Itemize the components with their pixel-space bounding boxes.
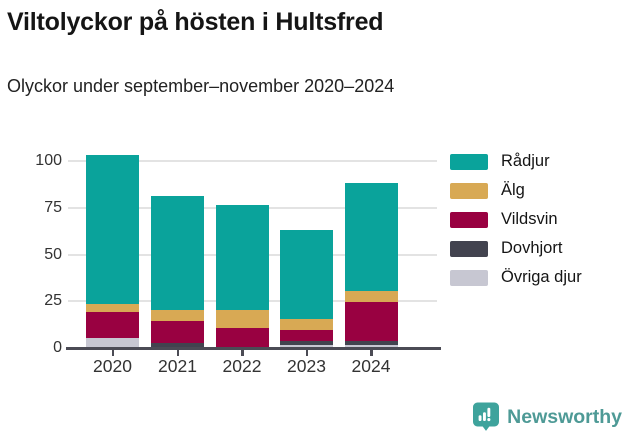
x-tick-label-2021: 2021 bbox=[158, 356, 197, 376]
segment-2021-Dovhjort bbox=[151, 343, 204, 347]
brand-footer: Newsworthy bbox=[472, 402, 622, 432]
segment-2023-Rådjur bbox=[280, 229, 333, 320]
segment-2023-Vildsvin bbox=[280, 330, 333, 342]
legend-item-Dovhjort: Dovhjort bbox=[450, 234, 582, 263]
bar-2020 bbox=[86, 154, 139, 347]
legend-item-Älg: Älg bbox=[450, 176, 582, 205]
segment-2024-Dovhjort bbox=[344, 341, 398, 346]
segment-2020-Rådjur bbox=[86, 154, 139, 305]
chart-legend: Rådjur Älg Vildsvin Dovhjort Övriga djur bbox=[450, 147, 582, 292]
x-tick-label-2023: 2023 bbox=[287, 356, 326, 376]
segment-2024-Rådjur bbox=[344, 182, 398, 292]
x-tick-2022 bbox=[241, 349, 244, 356]
x-tick-2023 bbox=[305, 349, 308, 356]
legend-label-Övriga djur: Övriga djur bbox=[501, 268, 582, 286]
legend-label-Rådjur: Rådjur bbox=[501, 152, 550, 170]
legend-swatch-Dovhjort bbox=[450, 240, 488, 257]
x-tick-2021 bbox=[176, 349, 179, 356]
legend-item-Övriga djur: Övriga djur bbox=[450, 263, 582, 292]
legend-swatch-Älg bbox=[450, 182, 488, 199]
brand-name: Newsworthy bbox=[507, 405, 622, 428]
y-tick-label-100: 100 bbox=[35, 152, 62, 170]
segment-2024-Övriga djur bbox=[344, 345, 398, 347]
bar-2021 bbox=[151, 195, 204, 347]
newsworthy-logo-icon bbox=[472, 402, 500, 432]
legend-label-Vildsvin: Vildsvin bbox=[501, 210, 558, 228]
legend-swatch-Vildsvin bbox=[450, 211, 488, 228]
y-tick-label-25: 25 bbox=[44, 292, 62, 310]
x-tick-label-2022: 2022 bbox=[222, 356, 262, 376]
legend-label-Dovhjort: Dovhjort bbox=[501, 239, 563, 257]
x-tick-2024 bbox=[370, 349, 373, 356]
legend-item-Rådjur: Rådjur bbox=[450, 147, 582, 176]
segment-2022-Älg bbox=[215, 309, 269, 329]
segment-2022-Rådjur bbox=[215, 205, 269, 310]
y-tick-label-0: 0 bbox=[53, 339, 62, 356]
bar-2022 bbox=[215, 205, 269, 347]
legend-label-Älg: Älg bbox=[501, 181, 525, 199]
chart-subtitle: Olyckor under september–november 2020–20… bbox=[7, 76, 395, 96]
x-tick-label-2024: 2024 bbox=[351, 356, 391, 376]
bar-chart-plot: 0 25 50 75 100 2020 2021 2022 2023 2024 bbox=[35, 148, 441, 376]
x-axis-line bbox=[66, 347, 441, 350]
y-tick-label-75: 75 bbox=[44, 199, 62, 217]
x-tick-2020 bbox=[111, 349, 114, 356]
segment-2023-Övriga djur bbox=[280, 345, 333, 347]
segment-2020-Övriga djur bbox=[86, 337, 139, 347]
legend-swatch-Rådjur bbox=[450, 153, 488, 170]
bar-2023 bbox=[280, 229, 333, 347]
chart-title: Viltolyckor på hösten i Hultsfred bbox=[7, 8, 384, 36]
legend-swatch-Övriga djur bbox=[450, 269, 488, 286]
segment-2024-Vildsvin bbox=[344, 302, 398, 342]
legend-item-Vildsvin: Vildsvin bbox=[450, 205, 582, 234]
segment-2023-Dovhjort bbox=[280, 341, 333, 346]
gridline-100 bbox=[68, 160, 437, 163]
segment-2023-Älg bbox=[280, 319, 333, 331]
segment-2021-Vildsvin bbox=[151, 320, 204, 344]
bar-2024 bbox=[344, 182, 398, 347]
segment-2024-Älg bbox=[344, 291, 398, 303]
segment-2021-Rådjur bbox=[151, 195, 204, 310]
segment-2022-Vildsvin bbox=[215, 328, 269, 347]
segment-2020-Vildsvin bbox=[86, 311, 139, 338]
y-tick-label-50: 50 bbox=[44, 245, 62, 263]
x-tick-label-2020: 2020 bbox=[93, 356, 132, 376]
segment-2020-Älg bbox=[86, 304, 139, 312]
segment-2021-Älg bbox=[151, 309, 204, 321]
